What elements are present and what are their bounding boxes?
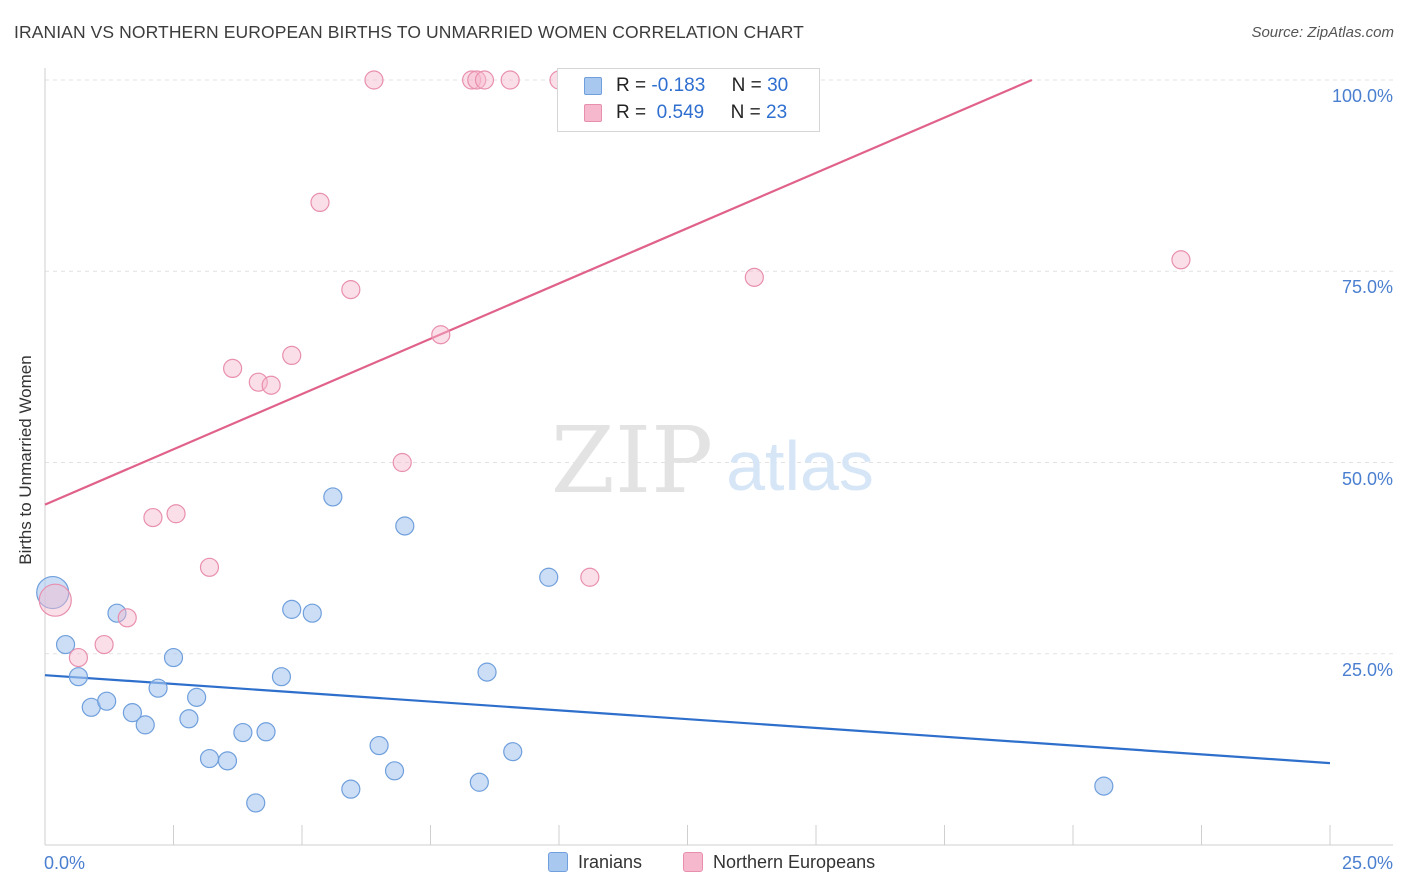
r-label: R =: [616, 102, 647, 123]
iranians-point: [135, 715, 155, 735]
northern-europeans-point: [223, 358, 243, 379]
northern-europeans-point: [166, 504, 186, 524]
northern-europeans-point: [38, 583, 72, 617]
y-tick-label: 75.0%: [1341, 277, 1393, 298]
northern-europeans-point: [310, 192, 330, 212]
iranians-point: [187, 687, 207, 707]
northern-europeans-point: [431, 325, 451, 345]
n-value: 23: [766, 102, 788, 123]
legend-label-northern-europeans: Northern Europeans: [713, 852, 876, 872]
data-points: [36, 70, 1191, 813]
northern-europeans-point: [744, 267, 764, 287]
iranians-point: [97, 691, 117, 711]
iranians-point: [163, 647, 184, 668]
northern-europeans-point: [199, 557, 220, 577]
n-label: N =: [730, 102, 761, 123]
n-label: N =: [731, 75, 762, 96]
iranians-point: [384, 761, 405, 781]
iranians-point: [323, 487, 343, 507]
northern-europeans-point: [364, 70, 384, 90]
r-value: 0.549: [656, 102, 705, 123]
iranians-point: [469, 772, 489, 792]
northern-europeans-point: [467, 70, 487, 90]
y-tick-label: 100.0%: [1331, 86, 1393, 106]
northern-europeans-point: [261, 375, 281, 395]
iranians-point: [302, 603, 322, 623]
iranians-point: [68, 667, 89, 687]
trend-lines: [44, 78, 1331, 765]
northern-europeans-trend-line: [44, 78, 1033, 506]
northern-europeans-point: [282, 345, 302, 365]
x-tick-label: 25.0%: [1341, 853, 1393, 873]
watermark: ZIP atlas: [551, 407, 874, 514]
grid-lines: [45, 79, 1393, 655]
watermark-atlas: atlas: [726, 427, 874, 505]
legend-swatch-northern-europeans: [683, 852, 703, 872]
y-tick-label: 50.0%: [1341, 468, 1393, 489]
iranians-point: [395, 516, 415, 536]
northern-europeans-point: [117, 608, 137, 628]
chart-title: IRANIAN VS NORTHERN EUROPEAN BIRTHS TO U…: [14, 22, 804, 42]
y-axis-label: Births to Unmarried Women: [16, 355, 35, 565]
source-label: Source: ZipAtlas.com: [1251, 24, 1394, 41]
iranians-point: [256, 722, 276, 742]
legend-item-northern-europeans: Northern Europeans: [683, 852, 875, 873]
iranians-point: [477, 662, 497, 682]
legend-swatch-iranians: [548, 852, 568, 872]
northern-europeans-point: [94, 634, 114, 655]
legend-label-iranians: Iranians: [578, 852, 643, 872]
iranians-point: [503, 742, 523, 762]
iranians-point: [233, 722, 253, 743]
watermark-zip: ZIP: [551, 407, 713, 514]
iranians-point: [217, 751, 238, 771]
r-value: -0.183: [651, 75, 706, 96]
n-value: 30: [767, 75, 789, 96]
northern-europeans-point: [68, 647, 89, 668]
northern-europeans-point: [341, 280, 361, 300]
correlation-legend: R = -0.183 N = 30 R = 0.549 N = 23: [557, 68, 820, 132]
northern-europeans-point: [143, 507, 163, 528]
iranians-point: [539, 567, 559, 587]
legend-swatch-northern-europeans: [584, 104, 602, 122]
northern-europeans-point: [500, 70, 520, 90]
axes: [44, 68, 1393, 846]
northern-europeans-point: [474, 70, 495, 90]
iranians-point: [55, 634, 76, 655]
y-tick-label: 25.0%: [1341, 659, 1393, 680]
r-label: R =: [616, 75, 647, 96]
iranians-point: [199, 748, 220, 769]
iranians-point: [179, 709, 199, 729]
x-tick-label: 0.0%: [44, 853, 86, 873]
northern-europeans-point: [392, 452, 412, 473]
legend-swatch-iranians: [584, 77, 602, 95]
iranians-point: [282, 599, 302, 619]
northern-europeans-point: [580, 567, 600, 587]
iranians-point: [246, 793, 266, 813]
iranians-point: [271, 667, 292, 687]
legend-item-iranians: Iranians: [548, 852, 642, 873]
iranians-point: [122, 703, 142, 723]
iranians-point: [148, 678, 168, 698]
iranians-point: [341, 779, 361, 799]
iranians-point: [369, 735, 389, 756]
iranians-point: [1094, 776, 1114, 796]
northern-europeans-point: [1171, 250, 1191, 270]
iranians-point: [107, 603, 127, 623]
iranians-trend-line: [44, 674, 1331, 765]
